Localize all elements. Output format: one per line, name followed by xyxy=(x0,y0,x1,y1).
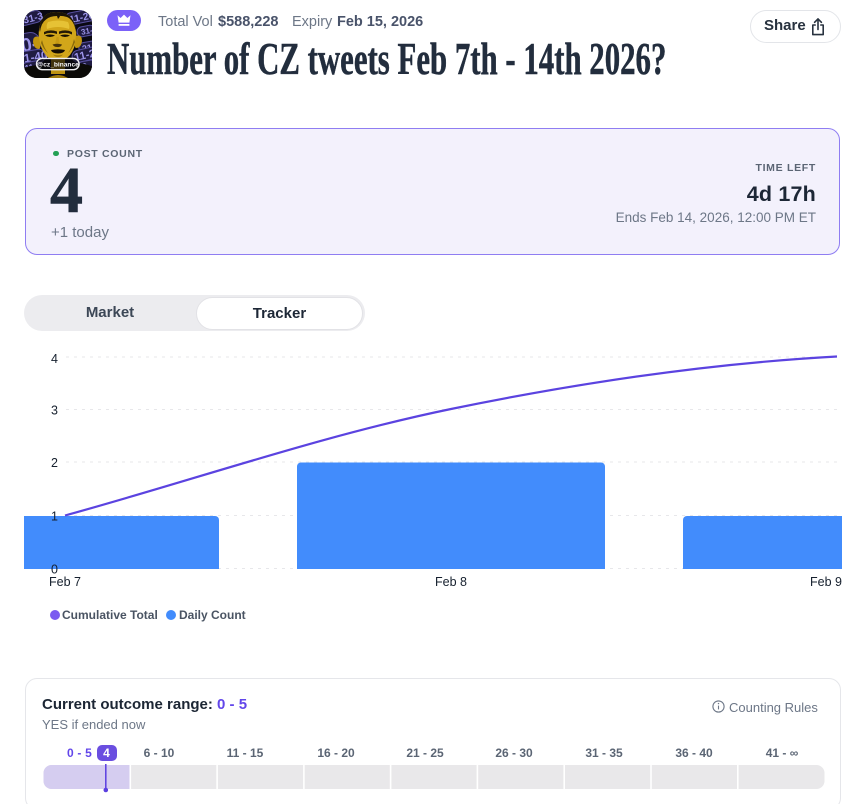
svg-text:4: 4 xyxy=(51,352,58,366)
svg-text:1: 1 xyxy=(51,510,58,524)
svg-text:31-3: 31-3 xyxy=(24,11,45,27)
svg-text:0: 0 xyxy=(51,563,58,577)
svg-text:2: 2 xyxy=(51,456,58,470)
svg-text:31-: 31- xyxy=(80,26,92,37)
svg-text:Feb 9: Feb 9 xyxy=(810,575,842,589)
svg-text:21-3: 21-3 xyxy=(81,41,92,54)
svg-text:Feb 7: Feb 7 xyxy=(49,575,81,589)
svg-text:11-20: 11-20 xyxy=(68,10,92,26)
svg-text:Feb 8: Feb 8 xyxy=(435,575,467,589)
svg-text:3: 3 xyxy=(51,404,58,418)
svg-text:@cz_binance: @cz_binance xyxy=(37,62,79,69)
